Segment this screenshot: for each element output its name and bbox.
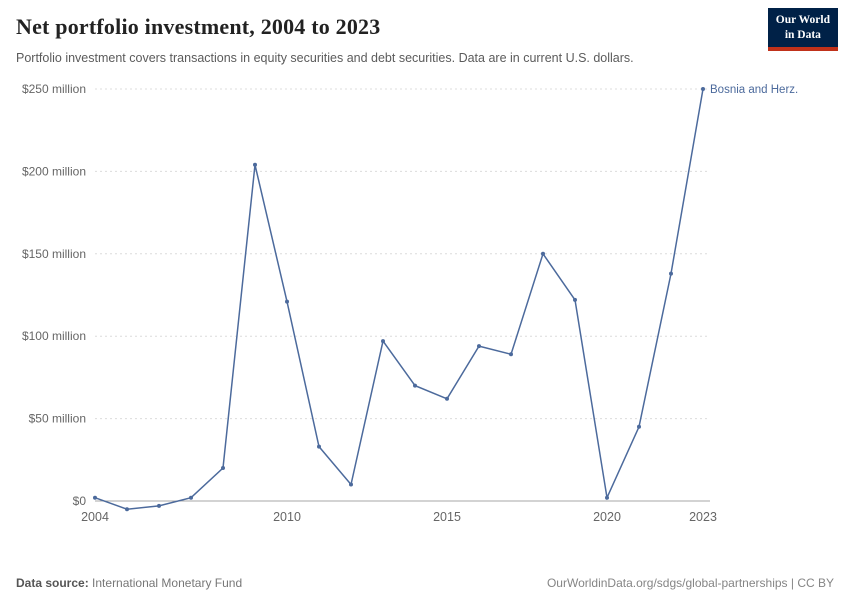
data-point [445,396,449,401]
line-chart: $0 $50 million $100 million $150 million $20… [22,82,798,524]
y-tick-label: $50 million [29,412,86,426]
data-point [509,352,513,357]
data-point [157,504,161,509]
page-title: Net portfolio investment, 2004 to 2023 [16,14,381,39]
data-point [189,495,193,500]
data-point [413,383,417,388]
entity-label[interactable]: Bosnia and Herz. [710,84,798,96]
data-point [349,482,353,487]
owid-logo-line1: Our World [775,14,830,26]
chart-subtitle: Portfolio investment covers transactions… [16,51,634,65]
y-tick-label: $250 million [22,82,86,96]
x-tick-label: 2023 [689,510,717,524]
x-tick-label: 2010 [273,510,301,524]
data-point [701,87,705,92]
data-point [285,299,289,304]
data-point [221,466,225,471]
chart-area: $0 $50 million $100 million $150 million $20… [0,71,850,538]
data-point [477,344,481,349]
x-tick-label: 2020 [593,510,621,524]
series-line[interactable] [94,88,704,511]
data-source-label: Data source: [16,576,89,590]
data-point [317,444,321,449]
data-point [381,339,385,344]
chart-header: Net portfolio investment, 2004 to 2023 P… [0,0,850,67]
y-tick-label: $200 million [22,165,86,179]
chart-footer: Data source: International Monetary Fund… [16,576,834,590]
y-tick-label: $100 million [22,329,86,343]
owid-logo: Our World in Data [767,8,838,51]
x-tick-label: 2004 [81,510,109,524]
data-point [605,495,609,500]
data-point [573,298,577,303]
y-tick-label: $150 million [22,247,86,261]
data-source-value: International Monetary Fund [92,576,243,590]
data-point [669,271,673,276]
y-tick-label: $0 [73,494,87,508]
data-source: Data source: International Monetary Fund [16,576,242,590]
owid-link[interactable]: OurWorldinData.org/sdgs/global-partnersh… [546,576,834,590]
owid-logo-line2: in Data [784,28,821,41]
data-point [125,507,129,512]
data-point [93,495,97,500]
data-point [253,162,257,167]
x-tick-label: 2015 [433,510,461,524]
data-point [637,424,641,429]
data-point [541,251,545,256]
